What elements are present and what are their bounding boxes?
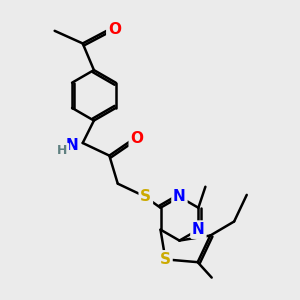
Text: S: S xyxy=(160,252,171,267)
Text: H: H xyxy=(57,144,68,157)
Text: N: N xyxy=(192,222,205,237)
Text: O: O xyxy=(130,131,143,146)
Text: S: S xyxy=(140,189,151,204)
Text: O: O xyxy=(108,22,121,37)
Text: N: N xyxy=(66,138,78,153)
Text: N: N xyxy=(173,189,186,204)
